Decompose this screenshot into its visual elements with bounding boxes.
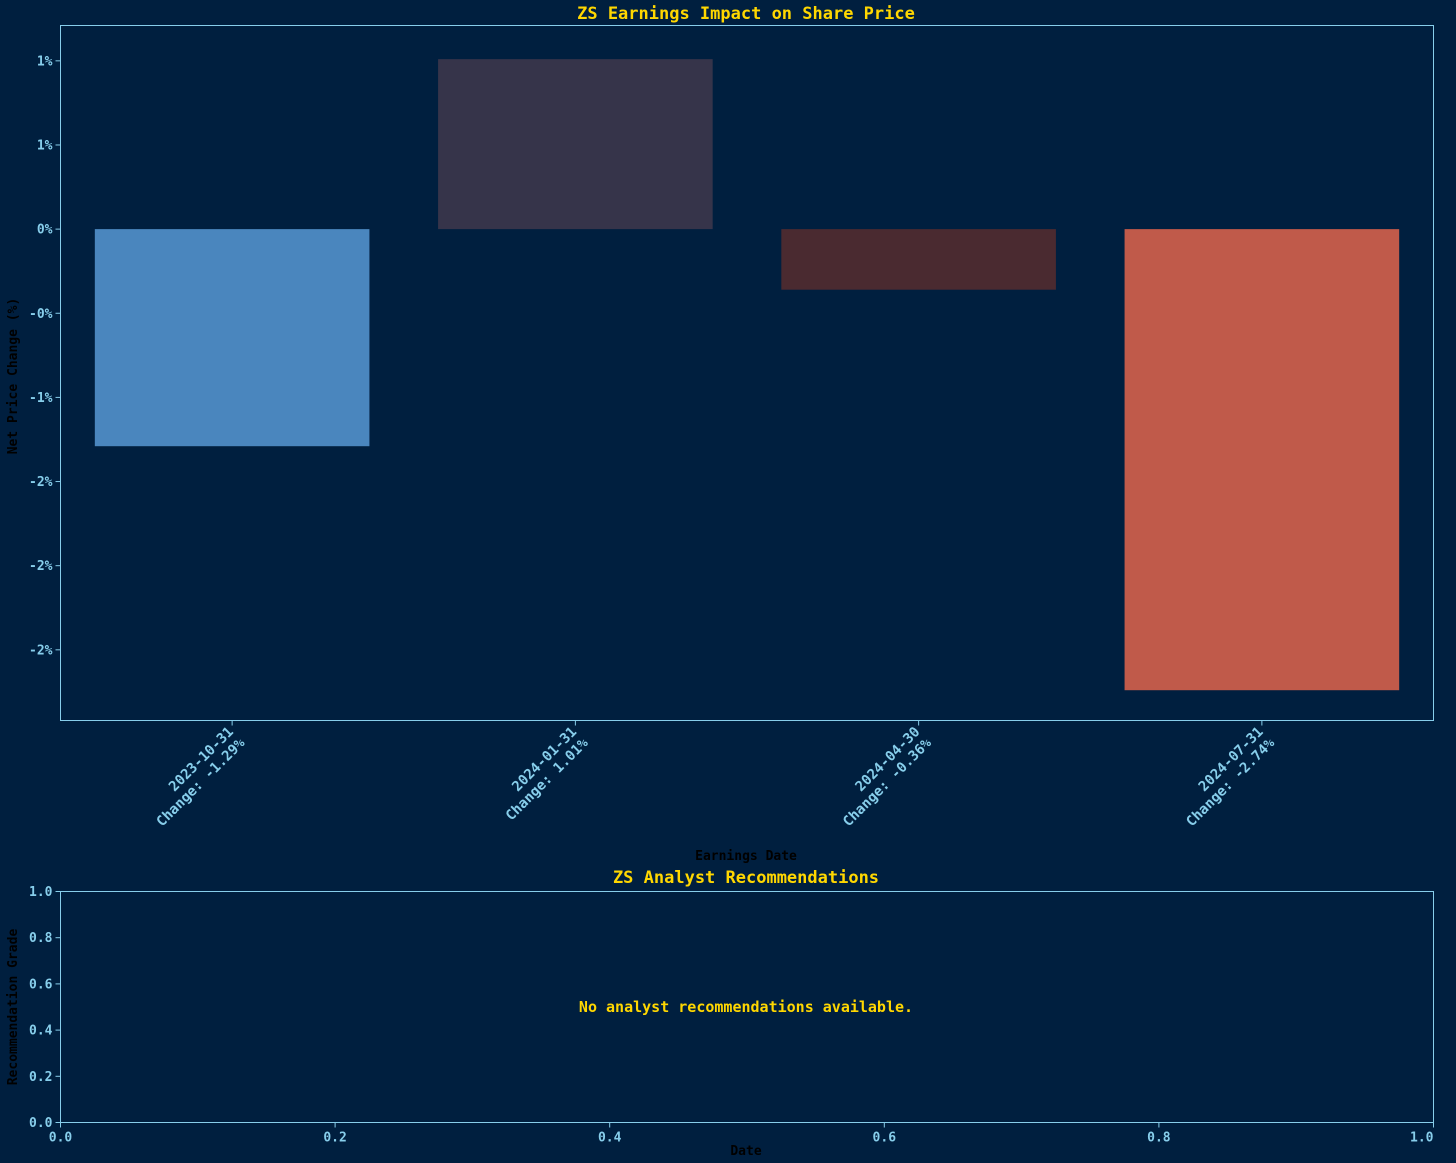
y-tick-label: -0% bbox=[29, 307, 53, 322]
bar-2024-07-31 bbox=[1124, 229, 1400, 691]
x-tick-label-group: 2024-07-31Change: -2.74% bbox=[1172, 724, 1278, 830]
x-tick-label: 0.4 bbox=[598, 1131, 622, 1146]
earnings-bars bbox=[94, 59, 1400, 691]
y-tick-label: 0% bbox=[37, 223, 53, 238]
bar-2024-01-31 bbox=[438, 59, 713, 230]
y-tick-label: -2% bbox=[29, 643, 53, 658]
no-recommendations-message: No analyst recommendations available. bbox=[579, 998, 913, 1016]
recommendations-chart: ZS Analyst Recommendations Recommendatio… bbox=[6, 868, 1434, 1159]
y-tick-label: 0.0 bbox=[29, 1116, 53, 1131]
y-tick-label: 0.8 bbox=[29, 931, 53, 946]
x-tick-label-group: 2024-04-30Change: -0.36% bbox=[829, 724, 935, 830]
y-tick-label: 1% bbox=[37, 138, 53, 153]
y-tick-label: 1% bbox=[37, 54, 53, 69]
recommendations-chart-title: ZS Analyst Recommendations bbox=[613, 868, 879, 888]
y-tick-label: 0.6 bbox=[29, 977, 53, 992]
x-tick-label: 2024-01-31Change: 1.01% bbox=[491, 724, 592, 825]
y-tick-label: -2% bbox=[29, 475, 53, 490]
y-tick-label: 0.2 bbox=[29, 1070, 52, 1085]
x-tick-label: 2023-10-31Change: -1.29% bbox=[142, 724, 248, 830]
earnings-x-ticks: 2023-10-31Change: -1.29% 2024-01-31Change… bbox=[142, 720, 1278, 830]
bar-2024-04-30 bbox=[781, 229, 1056, 290]
y-tick-label: 0.4 bbox=[29, 1024, 53, 1039]
earnings-y-axis-label: Net Price Change (%) bbox=[6, 298, 21, 455]
x-tick-label: 0.2 bbox=[323, 1131, 346, 1146]
x-tick-label: 2024-04-30Change: -0.36% bbox=[829, 724, 935, 830]
x-tick-label-group: 2023-10-31Change: -1.29% bbox=[142, 724, 249, 830]
recommendations-x-axis-label: Date bbox=[730, 1144, 761, 1159]
x-tick-label: 1.0 bbox=[1410, 1131, 1434, 1146]
recommendations-x-ticks: 0.0 0.2 0.4 0.6 0.8 1.0 bbox=[49, 1122, 1434, 1146]
y-tick-label: -1% bbox=[29, 391, 53, 406]
earnings-chart-title: ZS Earnings Impact on Share Price bbox=[577, 4, 915, 24]
x-tick-label: 0.6 bbox=[873, 1131, 897, 1146]
y-tick-label: 1.0 bbox=[29, 885, 53, 900]
x-tick-label: 2024-07-31Change: -2.74% bbox=[1172, 724, 1278, 830]
earnings-y-ticks: 1% 1% 0% -0% -1% -2% -2% -2% bbox=[29, 54, 61, 658]
x-tick-label: 0.8 bbox=[1147, 1131, 1171, 1146]
recommendations-y-ticks: 0.0 0.2 0.4 0.6 0.8 1.0 bbox=[29, 885, 61, 1131]
y-tick-label: -2% bbox=[29, 559, 53, 574]
earnings-x-axis-label: Earnings Date bbox=[695, 849, 797, 864]
bar-2023-10-31 bbox=[94, 229, 370, 447]
earnings-plot-frame bbox=[60, 25, 1434, 721]
x-tick-label: 0.0 bbox=[49, 1131, 73, 1146]
recommendations-y-axis-label: Recommendation Grade bbox=[6, 929, 21, 1086]
earnings-chart: ZS Earnings Impact on Share Price Net Pr… bbox=[6, 4, 1434, 864]
x-tick-label-group: 2024-01-31Change: 1.01% bbox=[491, 724, 592, 825]
recommendations-plot-frame bbox=[60, 891, 1434, 1123]
